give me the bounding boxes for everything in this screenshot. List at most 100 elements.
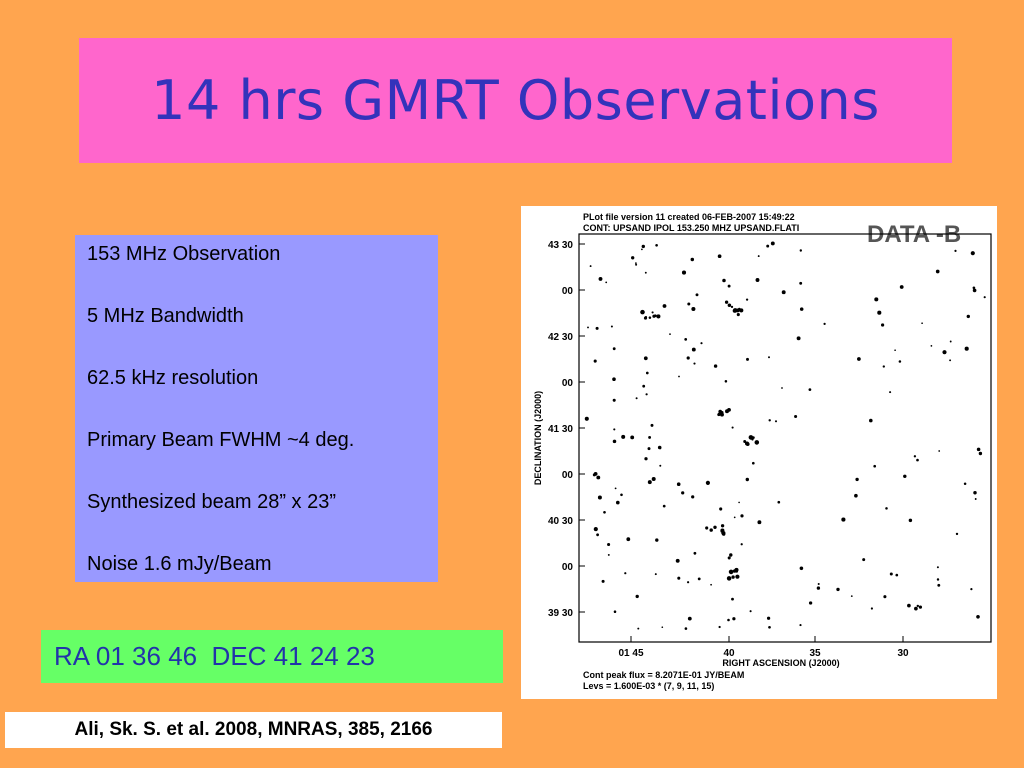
- source-dot: [740, 543, 743, 546]
- source-dot: [644, 457, 648, 461]
- source-dot: [684, 338, 688, 341]
- source-dot: [768, 419, 771, 422]
- source-dot: [727, 618, 730, 622]
- source-dot: [601, 579, 605, 583]
- source-dot: [862, 558, 866, 562]
- pointing-coordinates: RA 01 36 46 DEC 41 24 23: [54, 641, 375, 671]
- source-dot: [899, 285, 904, 289]
- source-dot: [700, 342, 703, 345]
- source-dot: [850, 595, 853, 597]
- source-dot: [635, 263, 638, 266]
- source-dot: [937, 583, 941, 587]
- source-dot: [687, 302, 691, 306]
- source-dot: [661, 626, 664, 629]
- source-dot: [710, 583, 712, 586]
- source-dot: [589, 265, 592, 268]
- source-dot: [949, 359, 952, 362]
- source-dot: [691, 306, 696, 312]
- source-dot: [732, 309, 737, 313]
- source-dot: [745, 298, 749, 301]
- source-dot: [895, 573, 899, 577]
- source-dot: [614, 487, 617, 490]
- source-dot: [635, 594, 639, 599]
- source-dot: [768, 356, 770, 359]
- source-dot: [921, 322, 923, 325]
- source-dot: [768, 625, 771, 629]
- x-tick-marks: [630, 636, 904, 642]
- source-dot: [724, 300, 729, 304]
- source-dot: [880, 323, 885, 327]
- source-dot: [749, 610, 752, 613]
- source-dot: [770, 241, 775, 246]
- source-dot: [889, 572, 893, 576]
- source-dot: [781, 387, 783, 389]
- source-dot: [717, 254, 722, 259]
- source-dot: [729, 553, 733, 557]
- source-dot: [642, 384, 646, 388]
- source-dot: [705, 480, 710, 485]
- source-dot: [731, 426, 734, 429]
- source-dot: [675, 558, 680, 563]
- source-dot: [650, 423, 654, 427]
- source-dot: [732, 617, 736, 621]
- source-dot: [916, 458, 919, 462]
- source-dot: [885, 507, 888, 510]
- source-dot: [705, 526, 709, 530]
- source-dot: [693, 551, 697, 555]
- source-dot: [966, 314, 970, 319]
- x-axis-label: RIGHT ASCENSION (J2000): [722, 658, 839, 668]
- source-dot: [799, 249, 802, 252]
- source-dot: [725, 409, 729, 414]
- source-dot: [722, 532, 726, 536]
- y-tick-label: 00: [562, 286, 574, 297]
- source-dot: [874, 297, 879, 302]
- spec-frequency: 153 MHz Observation: [87, 243, 281, 265]
- source-dot: [662, 504, 666, 508]
- source-dot: [898, 360, 902, 363]
- citation-box: Ali, Sk. S. et al. 2008, MNRAS, 385, 216…: [5, 712, 502, 748]
- source-dot: [722, 278, 726, 283]
- source-dot: [918, 605, 923, 609]
- source-dot: [873, 464, 877, 468]
- title-banner: 14 hrs GMRT Observations: [79, 38, 952, 163]
- source-dot: [766, 244, 770, 248]
- source-dot: [647, 480, 652, 485]
- source-dot: [983, 296, 986, 299]
- source-dot: [695, 293, 699, 297]
- source-dot: [676, 482, 681, 487]
- source-dot: [620, 493, 623, 497]
- source-dot: [662, 304, 667, 308]
- source-dot: [857, 357, 861, 361]
- spec-noise: Noise 1.6 mJy/Beam: [87, 553, 272, 575]
- source-dot: [757, 520, 762, 525]
- source-dot: [816, 586, 821, 590]
- source-dot: [936, 578, 940, 581]
- source-dot: [751, 461, 755, 465]
- source-dot: [613, 610, 617, 613]
- source-dot: [691, 495, 695, 499]
- source-dot: [595, 326, 599, 330]
- source-dot: [883, 595, 887, 599]
- source-dot: [684, 627, 688, 630]
- y-tick-marks: [579, 243, 585, 613]
- source-dot: [655, 538, 659, 542]
- source-dot: [734, 567, 739, 572]
- source-dot: [799, 624, 802, 627]
- source-dot: [799, 281, 803, 285]
- source-dot: [799, 307, 804, 311]
- source-dot: [726, 576, 732, 581]
- source-dot: [973, 491, 977, 495]
- y-tick-label: 41 30: [548, 424, 573, 435]
- source-dot: [733, 516, 736, 519]
- source-dot: [681, 270, 687, 275]
- citation: Ali, Sk. S. et al. 2008, MNRAS, 385, 216…: [74, 719, 433, 740]
- source-dot: [914, 606, 918, 611]
- source-dot: [978, 451, 983, 456]
- source-dot: [972, 288, 977, 293]
- source-dot: [587, 326, 589, 329]
- x-tick-label: 01 45: [618, 648, 643, 659]
- source-dot: [593, 472, 598, 476]
- source-dot: [728, 569, 734, 575]
- source-dot: [593, 359, 597, 363]
- y-axis-label: DECLINATION (J2000): [533, 391, 543, 485]
